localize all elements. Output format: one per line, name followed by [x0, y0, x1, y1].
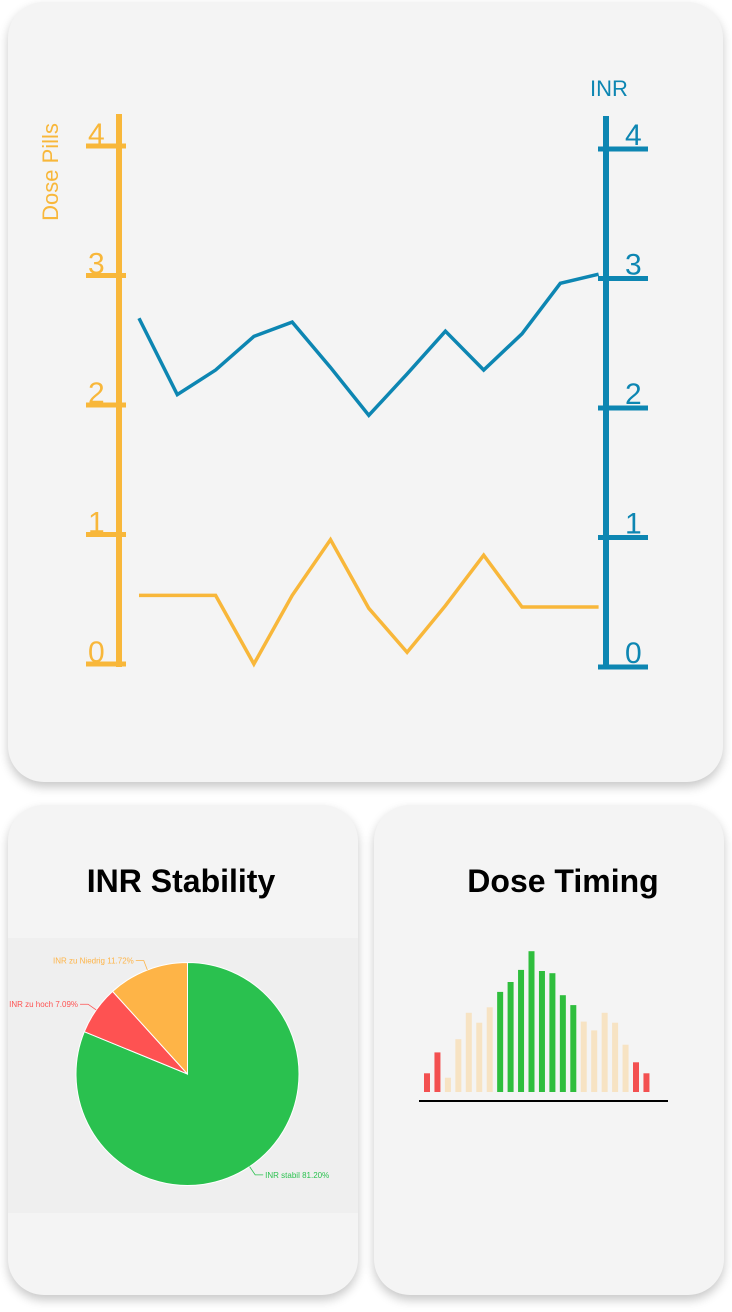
left-axis-tick-label: 1 — [88, 507, 105, 540]
dose-inr-chart-card: 0 1 2 3 4 Dose Pills 0 1 2 3 4 INR — [8, 2, 723, 782]
dose-timing-bars — [419, 951, 668, 1102]
dose-timing-bar — [444, 1077, 451, 1092]
pie-label-leader — [249, 1166, 264, 1176]
dose-timing-bar — [591, 1030, 598, 1092]
right-axis-tick-label: 1 — [625, 508, 642, 541]
inr-stability-card: INR Stability INR stabil 81.20% INR zu ho… — [8, 805, 358, 1295]
dose-timing-bar — [455, 1039, 462, 1092]
inr-stability-title: INR Stability — [86, 863, 276, 899]
left-axis-tick-label: 2 — [88, 377, 105, 410]
dose-timing-bar — [518, 969, 525, 1092]
right-axis-tick-label: 4 — [625, 119, 642, 152]
left-axis-label: Dose Pills — [38, 123, 63, 221]
dose-timing-bar — [622, 1044, 629, 1092]
inr-series-line — [137, 272, 600, 419]
pie-slice-label: INR zu Niedrig 11.72% — [53, 957, 134, 966]
dose-timing-bar — [424, 1073, 430, 1092]
right-axis-tick-label: 0 — [625, 637, 642, 670]
pie-slice-label: INR zu hoch 7.09% — [9, 1000, 78, 1009]
dose-timing-bar — [612, 1022, 619, 1092]
dose-timing-bar — [601, 1012, 608, 1092]
dose-timing-title: Dose Timing — [467, 863, 659, 899]
dose-timing-bar — [486, 1007, 493, 1092]
dose-timing-bar — [570, 1005, 577, 1092]
dose-timing-bar — [538, 971, 545, 1092]
dose-series-line — [139, 536, 599, 668]
dose-inr-chart: 0 1 2 3 4 Dose Pills 0 1 2 3 4 INR — [38, 76, 648, 670]
dose-timing-bar — [465, 1012, 472, 1092]
left-axis-tick-label: 4 — [88, 118, 105, 151]
dose-timing-bar — [476, 1022, 483, 1092]
dose-timing-bar — [559, 995, 566, 1092]
pie-label-leader — [80, 1003, 97, 1011]
dose-timing-bar — [643, 1073, 650, 1092]
dose-timing-bar — [633, 1062, 639, 1092]
left-axis-tick-label: 3 — [88, 248, 105, 281]
dose-timing-bar — [497, 991, 504, 1092]
dose-timing-bar — [580, 1021, 587, 1092]
right-axis-tick-label: 3 — [625, 249, 642, 282]
right-axis-tick-label: 2 — [625, 378, 642, 411]
right-axis-label: INR — [590, 76, 628, 101]
dose-timing-bar — [549, 973, 556, 1092]
pie-slice-label: INR stabil 81.20% — [265, 1171, 329, 1180]
dose-timing-bar — [528, 951, 535, 1092]
dose-timing-bar — [507, 982, 514, 1092]
dose-timing-bar — [434, 1052, 441, 1092]
left-axis-tick-label: 0 — [88, 636, 105, 669]
inr-stability-pie: INR stabil 81.20% INR zu hoch 7.09% INR zu… — [9, 957, 329, 1186]
pie-label-leader — [135, 960, 148, 971]
dose-timing-card: Dose Timing — [374, 805, 724, 1295]
